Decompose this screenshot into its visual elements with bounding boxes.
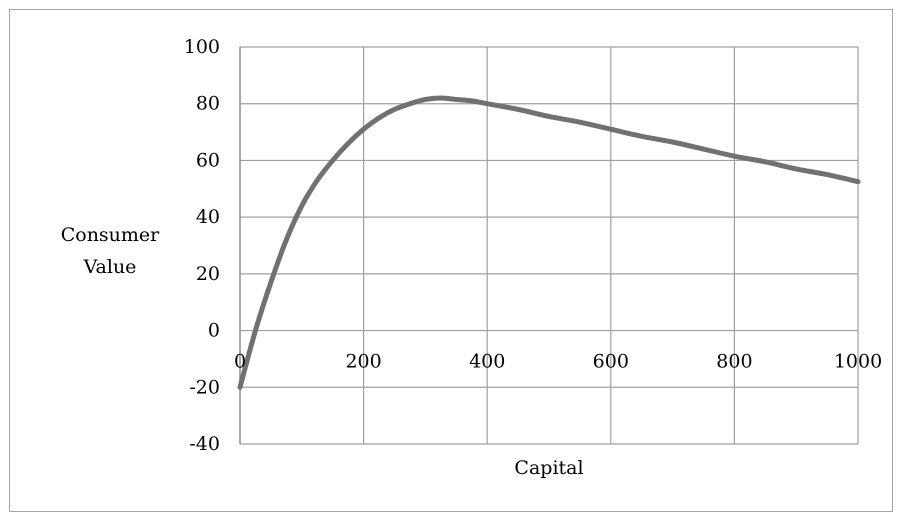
x-tick-labels: 0 200 400 600 800 1000 [234,351,882,373]
x-tick-label: 400 [469,351,505,373]
y-tick-label: 40 [196,206,220,228]
chart-frame [9,9,893,512]
x-tick-label: 0 [234,351,246,373]
y-tick-label: 60 [196,149,220,171]
y-tick-label: -20 [189,376,220,398]
x-tick-label: 1000 [834,351,882,373]
x-axis-label: Capital [514,457,583,479]
y-axis-label-line-2: Value [83,256,137,278]
y-tick-label: 100 [184,36,220,58]
y-tick-label: 80 [196,93,220,115]
x-tick-label: 600 [593,351,629,373]
y-tick-labels: 100 80 60 40 20 0 -20 -40 [184,36,220,455]
x-tick-label: 800 [716,351,752,373]
gridlines [239,46,859,445]
y-axis-label-line-1: Consumer [61,224,160,246]
x-tick-label: 200 [345,351,381,373]
series-line [237,95,861,390]
series-group [237,95,861,390]
y-tick-label: 0 [208,320,220,342]
y-tick-label: 20 [196,263,220,285]
y-tick-label: -40 [189,433,220,455]
